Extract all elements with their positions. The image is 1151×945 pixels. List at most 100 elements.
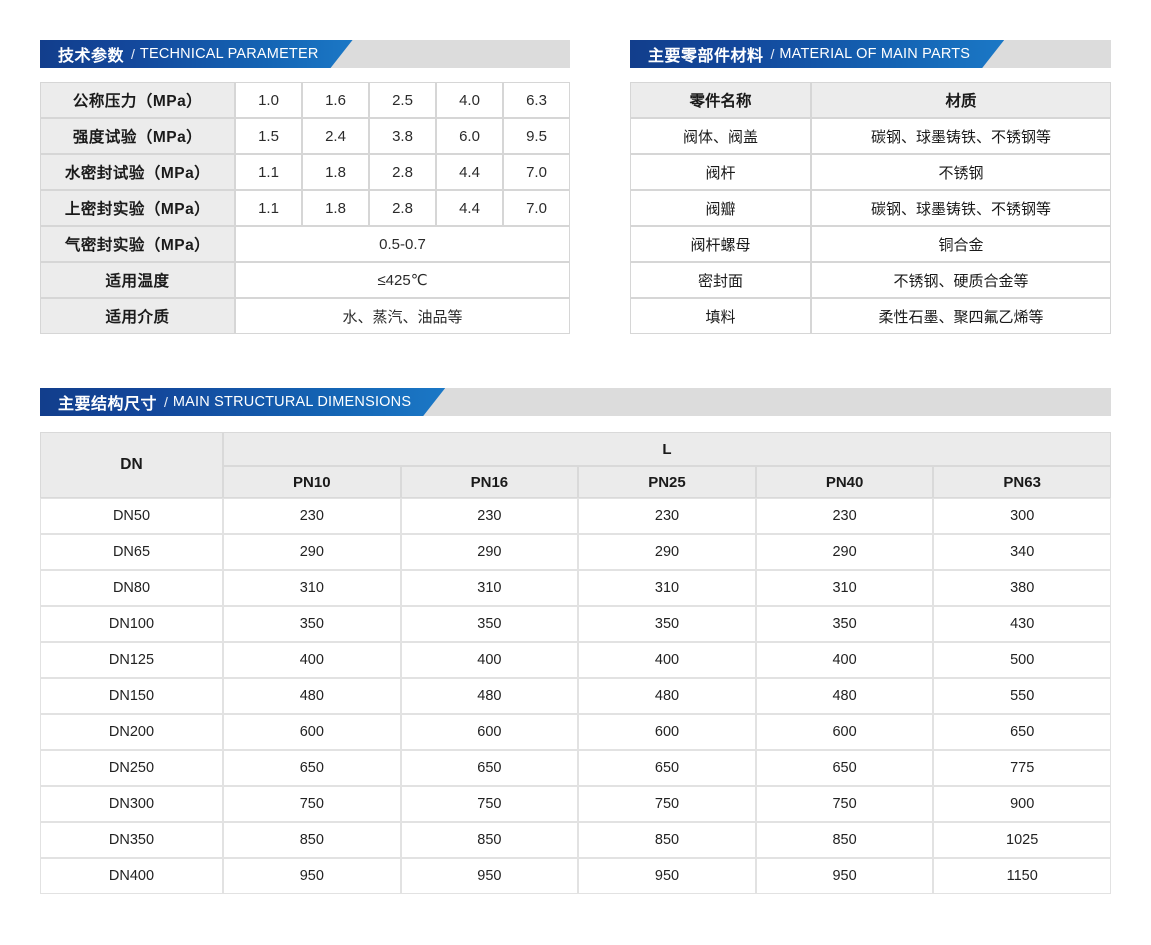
dimensions-length-value: 750: [755, 786, 934, 822]
dimensions-length-value: 850: [223, 822, 401, 858]
dimensions-length-value: 650: [755, 750, 934, 786]
dimensions-length-value: 600: [223, 714, 401, 750]
technical-row-value: 1.8: [302, 190, 369, 226]
table-row: 上密封实验（MPa） 1.1 1.8 2.8 4.4 7.0: [40, 190, 570, 226]
table-row: 阀体、阀盖 碳钢、球墨铸铁、不锈钢等: [630, 118, 1111, 154]
material-part-name: 阀杆螺母: [630, 226, 811, 262]
table-row: DN65 290 290 290 290 340: [40, 534, 1111, 570]
technical-row-value: 1.6: [302, 82, 369, 118]
dimensions-length-value: 350: [755, 606, 934, 642]
dimensions-length-value: 430: [933, 606, 1111, 642]
material-banner: 主要零部件材料 / MATERIAL OF MAIN PARTS: [630, 40, 1111, 68]
technical-row-value: 1.0: [235, 82, 302, 118]
technical-row-value: 1.1: [235, 190, 302, 226]
dimensions-length-value: 400: [223, 642, 401, 678]
banner-blue-tag: 主要结构尺寸 / MAIN STRUCTURAL DIMENSIONS: [40, 388, 445, 416]
dimensions-col-header-pn: PN10: [223, 466, 401, 498]
banner-blue-tag: 技术参数 / TECHNICAL PARAMETER: [40, 40, 353, 68]
material-material-name: 碳钢、球墨铸铁、不锈钢等: [811, 190, 1111, 226]
dimensions-header-row-2: PN10 PN16 PN25 PN40 PN63: [40, 466, 1111, 498]
dimensions-length-value: 350: [223, 606, 401, 642]
technical-row-value: 3.8: [369, 118, 436, 154]
table-row: DN300 750 750 750 750 900: [40, 786, 1111, 822]
table-row: 强度试验（MPa） 1.5 2.4 3.8 6.0 9.5: [40, 118, 570, 154]
dimensions-header-row-1: DN L: [40, 432, 1111, 498]
material-of-main-parts-section: 主要零部件材料 / MATERIAL OF MAIN PARTS 零件名称 材质…: [630, 40, 1111, 334]
dimensions-col-header-pn: PN40: [755, 466, 934, 498]
technical-row-value: 水、蒸汽、油品等: [235, 298, 570, 334]
table-row: DN100 350 350 350 350 430: [40, 606, 1111, 642]
technical-row-value: 2.8: [369, 190, 436, 226]
table-row: 阀杆 不锈钢: [630, 154, 1111, 190]
technical-row-value: 1.8: [302, 154, 369, 190]
technical-row-value: 2.8: [369, 154, 436, 190]
material-col-header-part: 零件名称: [630, 82, 811, 118]
dimensions-length-value: 775: [933, 750, 1111, 786]
banner-title-cn: 技术参数: [58, 48, 125, 65]
dimensions-length-value: 230: [400, 498, 579, 534]
material-material-name: 不锈钢、硬质合金等: [811, 262, 1111, 298]
technical-row-value: 4.0: [436, 82, 503, 118]
technical-row-label: 适用温度: [40, 262, 235, 298]
material-material-name: 柔性石墨、聚四氟乙烯等: [811, 298, 1111, 334]
dimensions-banner: 主要结构尺寸 / MAIN STRUCTURAL DIMENSIONS: [40, 388, 1111, 416]
dimensions-length-value: 850: [578, 822, 756, 858]
table-row: DN200 600 600 600 600 650: [40, 714, 1111, 750]
dimensions-length-value: 650: [933, 714, 1111, 750]
dimensions-dn-value: DN100: [40, 606, 223, 642]
dimensions-dn-value: DN50: [40, 498, 223, 534]
dimensions-length-value: 650: [578, 750, 756, 786]
material-part-name: 填料: [630, 298, 811, 334]
table-row: DN250 650 650 650 650 775: [40, 750, 1111, 786]
table-row: 气密封实验（MPa） 0.5-0.7: [40, 226, 570, 262]
dimensions-dn-value: DN80: [40, 570, 223, 606]
dimensions-length-value: 310: [578, 570, 756, 606]
dimensions-length-value: 850: [755, 822, 934, 858]
technical-row-value: 7.0: [503, 190, 570, 226]
banner-separator: /: [164, 394, 168, 410]
dimensions-length-value: 850: [400, 822, 579, 858]
dimensions-length-value: 290: [400, 534, 579, 570]
dimensions-table: DN L PN10 PN16 PN25 PN40 PN63 DN50 230 230 230 2…: [40, 432, 1111, 894]
banner-title-en: MATERIAL OF MAIN PARTS: [779, 46, 971, 62]
dimensions-table-head: DN L PN10 PN16 PN25 PN40 PN63: [40, 432, 1111, 498]
dimensions-length-value: 500: [933, 642, 1111, 678]
table-row: DN150 480 480 480 480 550: [40, 678, 1111, 714]
dimensions-dn-value: DN125: [40, 642, 223, 678]
material-material-name: 铜合金: [811, 226, 1111, 262]
material-part-name: 阀杆: [630, 154, 811, 190]
table-row: 水密封试验（MPa） 1.1 1.8 2.8 4.4 7.0: [40, 154, 570, 190]
dimensions-length-value: 650: [400, 750, 579, 786]
technical-row-value: 1.5: [235, 118, 302, 154]
technical-row-value: 9.5: [503, 118, 570, 154]
dimensions-length-value: 340: [933, 534, 1111, 570]
dimensions-length-value: 750: [223, 786, 401, 822]
technical-row-value: 7.0: [503, 154, 570, 190]
technical-parameter-table: 公称压力（MPa） 1.0 1.6 2.5 4.0 6.3 强度试验（MPa） 1.5 2.4 3…: [40, 82, 570, 334]
dimensions-length-value: 950: [400, 858, 579, 894]
banner-title-cn: 主要零部件材料: [648, 48, 764, 65]
dimensions-length-value: 750: [578, 786, 756, 822]
technical-row-label: 水密封试验（MPa）: [40, 154, 235, 190]
dimensions-dn-value: DN200: [40, 714, 223, 750]
banner-separator: /: [770, 46, 775, 62]
dimensions-length-value: 480: [223, 678, 401, 714]
table-row: DN400 950 950 950 950 1150: [40, 858, 1111, 894]
dimensions-dn-value: DN150: [40, 678, 223, 714]
table-row: DN50 230 230 230 230 300: [40, 498, 1111, 534]
table-row: 适用介质 水、蒸汽、油品等: [40, 298, 570, 334]
dimensions-length-value: 1150: [933, 858, 1111, 894]
dimensions-length-value: 600: [755, 714, 934, 750]
table-row: 阀杆螺母 铜合金: [630, 226, 1111, 262]
table-row: 适用温度 ≤425℃: [40, 262, 570, 298]
technical-row-value: 0.5-0.7: [235, 226, 570, 262]
dimensions-length-value: 950: [755, 858, 934, 894]
material-material-name: 碳钢、球墨铸铁、不锈钢等: [811, 118, 1111, 154]
material-table: 零件名称 材质 阀体、阀盖 碳钢、球墨铸铁、不锈钢等 阀杆 不锈钢 阀瓣 碳钢、球墨铸铁、…: [630, 82, 1111, 334]
dimensions-length-value: 750: [400, 786, 579, 822]
dimensions-length-value: 1025: [933, 822, 1111, 858]
dimensions-dn-value: DN250: [40, 750, 223, 786]
dimensions-length-value: 230: [578, 498, 756, 534]
table-row: DN125 400 400 400 400 500: [40, 642, 1111, 678]
banner-blue-tag: 主要零部件材料 / MATERIAL OF MAIN PARTS: [630, 40, 1004, 68]
